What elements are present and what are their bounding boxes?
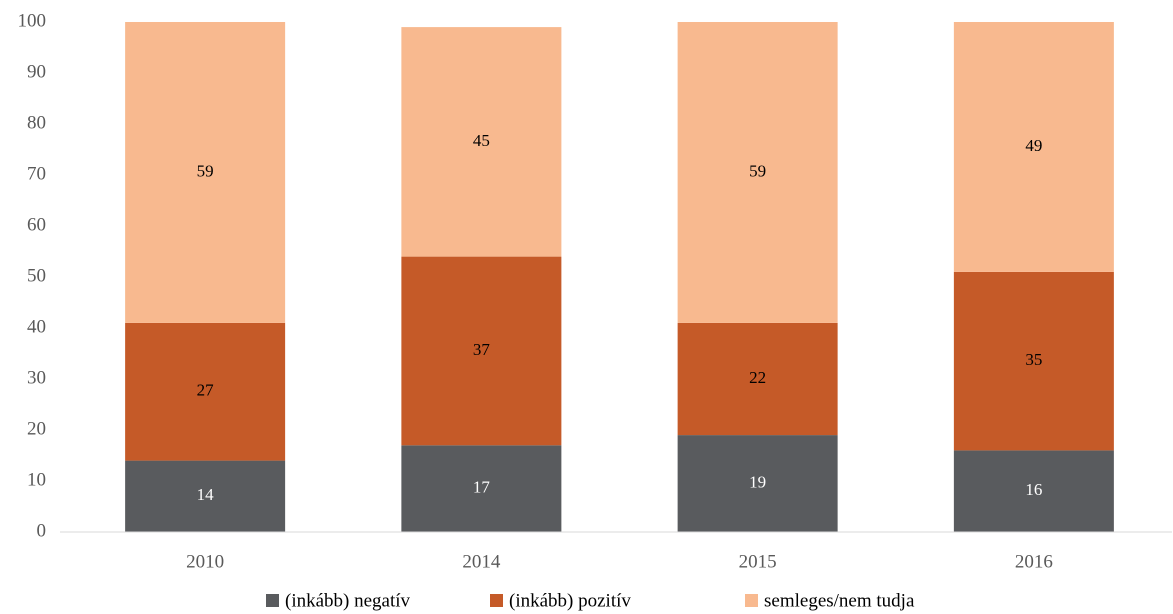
legend-swatch (266, 594, 279, 607)
bar-segment (953, 22, 1114, 272)
data-label: 27 (197, 381, 215, 400)
bar-segment (677, 322, 838, 436)
y-tick-label: 30 (27, 367, 46, 388)
bar-segment (677, 22, 838, 323)
data-label: 16 (1025, 480, 1042, 499)
legend-label: (inkább) negatív (285, 590, 411, 611)
bar-segment (953, 271, 1114, 451)
data-label: 14 (197, 485, 215, 504)
y-tick-label: 40 (27, 316, 46, 337)
y-tick-label: 0 (37, 520, 47, 541)
y-tick-label: 20 (27, 418, 46, 439)
bar-segment (677, 435, 838, 532)
y-tick-label: 60 (27, 214, 46, 235)
data-label: 49 (1025, 136, 1042, 155)
data-label: 59 (197, 161, 214, 180)
legend-label: semleges/nem tudja (764, 590, 915, 611)
bar-segment (953, 450, 1114, 532)
bar-segment (125, 460, 286, 532)
y-tick-label: 70 (27, 163, 46, 184)
legend-label: (inkább) pozitív (509, 590, 631, 611)
data-label: 19 (749, 472, 766, 491)
x-tick-label: 2015 (739, 551, 777, 572)
y-tick-label: 50 (27, 265, 46, 286)
bar-segment (401, 27, 562, 257)
x-tick-label: 2010 (186, 551, 224, 572)
data-label: 37 (473, 340, 491, 359)
x-tick-label: 2014 (462, 551, 501, 572)
bar-segment (401, 445, 562, 532)
bar-segment (125, 322, 286, 461)
bar-segment (125, 22, 286, 323)
data-label: 17 (473, 478, 491, 497)
legend-swatch (745, 594, 758, 607)
legend-swatch (490, 594, 503, 607)
x-tick-label: 2016 (1015, 551, 1053, 572)
data-label: 59 (749, 161, 766, 180)
data-label: 35 (1025, 350, 1042, 369)
y-tick-label: 10 (27, 469, 46, 490)
data-label: 22 (749, 368, 766, 387)
y-tick-label: 100 (18, 10, 47, 31)
y-tick-label: 80 (27, 112, 46, 133)
data-label: 45 (473, 131, 490, 150)
y-tick-label: 90 (27, 61, 46, 82)
bar-segment (401, 256, 562, 446)
